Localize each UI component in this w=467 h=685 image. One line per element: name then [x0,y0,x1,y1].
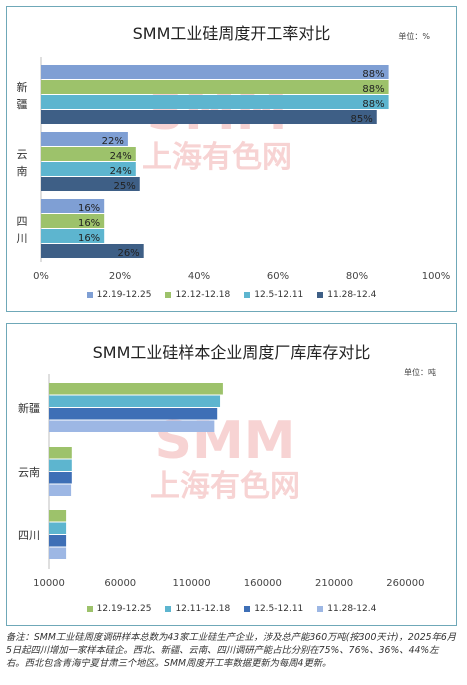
watermark-cn: 上海有色网 [150,469,300,504]
data-label: 16% [78,218,100,229]
legend-item: 12.19-12.25 [86,604,152,614]
legend-item: 12.19-12.25 [86,290,152,300]
legend-swatch [165,292,172,298]
bar [41,95,389,109]
data-label: 88% [362,99,384,110]
legend-item: 12.12-12.18 [165,290,230,300]
bar [49,535,67,547]
legend-item: 12.11-12.18 [165,604,230,614]
bar [41,162,136,176]
legend-swatch [317,292,324,298]
watermark-cn: 上海有色网 [142,140,292,175]
bar [49,459,72,471]
bar [49,420,215,432]
bar [49,522,67,534]
tick-label: 160000 [244,578,282,589]
bar [49,447,72,459]
tick-label: 60% [267,271,289,282]
bar [41,80,389,94]
data-label: 24% [110,151,132,162]
tick-label: 260000 [386,578,424,589]
legend-label: 12.5-12.11 [254,604,304,614]
category-label: 新 [17,80,28,94]
bar [49,472,72,484]
tick-label: 100% [422,271,451,282]
legend-label: 12.11-12.18 [175,604,231,614]
data-label: 25% [114,181,136,192]
category-label: 川 [17,232,28,245]
inventory-chart-panel: SMM工业硅样本企业周度厂库库存对比 单位：吨 SMM 上海有色网 新疆云南四川 10… [6,323,457,626]
operating-rate-chart: SMM上海有色网88%88%88%85%新疆22%24%24%25%云南16%1… [17,57,451,282]
unit-label: 单位：% [398,32,430,41]
data-label: 22% [102,136,124,147]
data-label: 88% [362,69,384,80]
bar [41,199,105,213]
legend-item: 11.28-12.4 [317,290,376,300]
legend-swatch [244,606,251,612]
legend-swatch [317,606,324,612]
legend-label: 12.12-12.18 [175,290,231,300]
tick-label: 80% [346,271,368,282]
bar [49,383,223,395]
tick-label: 40% [188,271,210,282]
unit-label: 单位：吨 [404,368,436,377]
bar [41,147,136,161]
legend-label: 12.19-12.25 [96,290,152,300]
tick-label: 110000 [172,578,210,589]
bar [41,110,377,124]
legend-swatch [86,606,93,612]
bar [41,132,128,146]
category-label: 云南 [18,466,40,479]
legend-label: 12.5-12.11 [254,290,304,300]
legend-label: 12.19-12.25 [96,604,152,614]
chart-title: SMM工业硅样本企业周度厂库库存对比 [92,343,371,362]
operating-rate-chart-panel: SMM工业硅周度开工率对比 单位：% SMM上海有色网88%88%88%85%新… [6,6,457,312]
data-label: 16% [78,233,100,244]
category-label: 新疆 [18,401,40,415]
category-label: 疆 [17,98,28,111]
data-label: 85% [351,114,373,125]
bar [49,484,72,496]
footnote: 备注：SMM工业硅周度调研样本总数为43家工业硅生产企业，涉及总产能360万吨(… [6,632,457,669]
bar [41,177,140,191]
data-label: 26% [117,248,139,259]
category-label: 四川 [18,529,40,542]
bar [41,214,105,228]
legend-swatch [86,292,93,298]
tick-label: 60000 [104,578,136,589]
category-label: 南 [17,165,28,178]
legend-item: 11.28-12.4 [317,604,376,614]
tick-label: 210000 [315,578,353,589]
bar [41,65,389,79]
legend-label: 11.28-12.4 [327,290,377,300]
legend-item: 12.5-12.11 [244,290,303,300]
chart-legend: 12.19-12.25 12.11-12.18 12.5-12.11 11.28… [7,604,456,614]
chart-legend: 12.19-12.25 12.12-12.18 12.5-12.11 11.28… [7,290,456,300]
bar [41,244,144,258]
tick-label: 0% [33,271,49,282]
watermark-brand: SMM [155,411,296,471]
legend-swatch [165,606,172,612]
bar [49,408,218,420]
data-label: 16% [78,203,100,214]
category-label: 四 [17,215,28,228]
bar [49,395,221,407]
category-label: 云 [17,148,28,161]
bar [41,229,105,243]
data-label: 88% [362,84,384,95]
bar [49,547,67,559]
legend-item: 12.5-12.11 [244,604,303,614]
legend-swatch [244,292,251,298]
tick-label: 20% [109,271,131,282]
legend-label: 11.28-12.4 [327,604,377,614]
tick-label: 10000 [33,578,65,589]
data-label: 24% [110,166,132,177]
chart-title: SMM工业硅周度开工率对比 [132,24,331,43]
bar [49,510,67,522]
